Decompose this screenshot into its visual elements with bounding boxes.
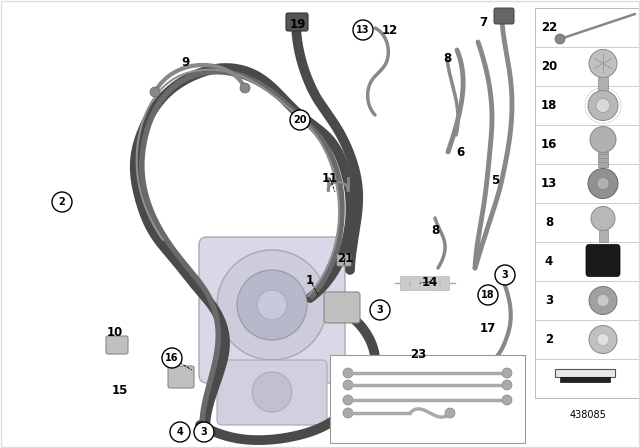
Circle shape [343, 395, 353, 405]
Circle shape [588, 168, 618, 198]
Text: 3: 3 [376, 305, 383, 315]
Circle shape [343, 368, 353, 378]
Text: 2: 2 [59, 197, 65, 207]
Text: 15: 15 [112, 383, 128, 396]
FancyBboxPatch shape [337, 254, 351, 266]
FancyBboxPatch shape [324, 292, 360, 323]
Circle shape [589, 49, 617, 78]
Text: 2: 2 [545, 333, 553, 346]
FancyBboxPatch shape [217, 360, 327, 425]
Circle shape [502, 380, 512, 390]
Circle shape [343, 408, 353, 418]
FancyBboxPatch shape [555, 369, 615, 377]
Circle shape [290, 110, 310, 130]
Text: 13: 13 [356, 25, 370, 35]
Circle shape [252, 372, 292, 412]
Circle shape [237, 270, 307, 340]
FancyBboxPatch shape [168, 366, 194, 388]
Text: 3: 3 [545, 294, 553, 307]
Circle shape [588, 90, 618, 121]
Circle shape [257, 290, 287, 320]
Circle shape [52, 192, 72, 212]
Text: 1: 1 [306, 273, 314, 287]
Circle shape [591, 207, 615, 231]
Text: 17: 17 [480, 322, 496, 335]
Circle shape [502, 368, 512, 378]
Text: 8: 8 [443, 52, 451, 65]
Circle shape [597, 294, 609, 306]
Circle shape [597, 333, 609, 345]
FancyBboxPatch shape [199, 237, 345, 383]
Text: 9: 9 [181, 56, 189, 69]
Bar [420, 276, 429, 290]
Circle shape [445, 408, 455, 418]
Circle shape [240, 83, 250, 93]
FancyBboxPatch shape [286, 13, 308, 31]
Text: 10: 10 [107, 326, 123, 339]
Circle shape [555, 34, 565, 44]
Text: 6: 6 [456, 146, 464, 159]
Circle shape [596, 99, 610, 112]
Bar [410, 276, 419, 290]
Circle shape [217, 250, 327, 360]
Text: 8: 8 [431, 224, 439, 237]
Bar [330, 355, 525, 443]
Text: 22: 22 [541, 21, 557, 34]
Text: 7: 7 [479, 16, 487, 29]
Circle shape [353, 20, 373, 40]
Circle shape [589, 326, 617, 353]
Bar [400, 276, 409, 290]
Text: 8: 8 [545, 216, 553, 229]
Bar [599, 231, 608, 242]
Text: 16: 16 [541, 138, 557, 151]
Circle shape [170, 422, 190, 442]
Text: 3: 3 [502, 270, 508, 280]
Circle shape [370, 300, 390, 320]
FancyBboxPatch shape [494, 8, 514, 24]
Text: 13: 13 [541, 177, 557, 190]
Text: 4: 4 [177, 427, 184, 437]
FancyBboxPatch shape [106, 336, 128, 354]
Text: 5: 5 [491, 173, 499, 186]
Text: 4: 4 [545, 255, 553, 268]
Text: 438085: 438085 [569, 410, 606, 420]
Text: 19: 19 [290, 18, 306, 31]
Circle shape [590, 126, 616, 152]
Text: 12: 12 [382, 23, 398, 36]
Text: 3: 3 [200, 427, 207, 437]
Circle shape [162, 348, 182, 368]
Circle shape [343, 380, 353, 390]
Text: 11: 11 [322, 172, 338, 185]
Text: 20: 20 [541, 60, 557, 73]
Text: 18: 18 [481, 290, 495, 300]
Circle shape [478, 285, 498, 305]
Text: 14: 14 [422, 276, 438, 289]
Bar [598, 152, 608, 168]
Bar [430, 276, 439, 290]
Text: 23: 23 [410, 349, 426, 362]
Circle shape [194, 422, 214, 442]
Circle shape [502, 395, 512, 405]
Bar [560, 377, 610, 383]
Text: 20: 20 [293, 115, 307, 125]
Circle shape [150, 87, 160, 97]
Bar [535, 8, 640, 398]
Bar [440, 276, 449, 290]
Text: 16: 16 [165, 353, 179, 363]
Text: 21: 21 [337, 251, 353, 264]
FancyBboxPatch shape [586, 245, 620, 276]
Circle shape [597, 177, 609, 190]
Circle shape [495, 265, 515, 285]
Circle shape [589, 287, 617, 314]
Bar [598, 78, 608, 91]
Text: 18: 18 [541, 99, 557, 112]
